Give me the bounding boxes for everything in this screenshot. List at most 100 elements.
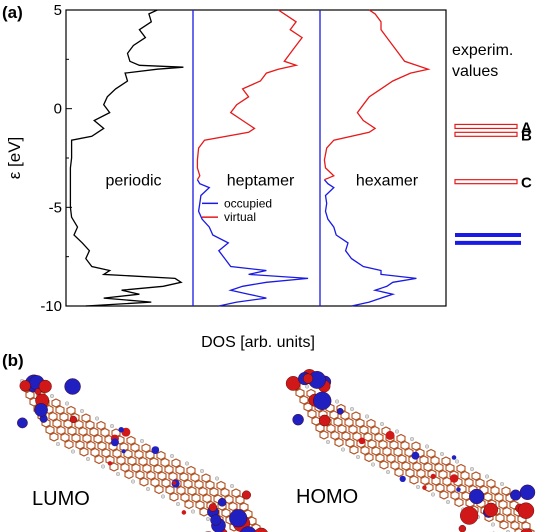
experimental-label-C: C	[521, 175, 532, 192]
orbital-images	[17, 369, 536, 532]
hydrogen	[355, 454, 361, 460]
ring	[475, 478, 485, 488]
ring	[224, 494, 234, 505]
hydrogen	[64, 401, 70, 406]
legend-label-virtual: virtual	[224, 210, 256, 224]
ring	[334, 437, 344, 448]
orbital-lobe	[240, 526, 257, 532]
orbital-lobe	[510, 489, 522, 501]
orbital-lobe	[449, 474, 459, 483]
ring	[351, 411, 361, 421]
ring	[375, 453, 385, 463]
orbital-lobe	[107, 461, 113, 466]
ring	[171, 458, 181, 468]
ring	[186, 465, 196, 476]
orbital-lobe	[118, 426, 124, 433]
ring	[116, 455, 126, 466]
ring	[445, 463, 455, 473]
ring	[154, 484, 164, 495]
hydrogen	[160, 494, 166, 499]
ring	[405, 468, 415, 478]
ring	[82, 433, 92, 444]
ring	[394, 467, 404, 478]
ring	[366, 418, 376, 429]
ring	[183, 479, 193, 489]
y-tick-label: 5	[54, 2, 62, 19]
ring	[374, 432, 384, 443]
orbital-lobe	[111, 438, 119, 447]
ring	[56, 425, 66, 436]
ring	[190, 472, 200, 483]
ring	[60, 432, 70, 443]
ring	[471, 471, 481, 481]
ring	[187, 486, 197, 496]
ring	[55, 405, 65, 415]
ring	[494, 492, 504, 503]
experimental-level-B	[454, 131, 518, 137]
ring	[45, 425, 55, 435]
ring	[194, 479, 204, 490]
ring	[370, 425, 380, 436]
ring	[205, 480, 215, 490]
hydrogen	[445, 499, 451, 505]
ring	[67, 426, 77, 436]
orbital-lobe	[336, 407, 344, 415]
ring	[420, 475, 430, 486]
orbital-lobe	[210, 514, 222, 526]
ring	[400, 440, 410, 451]
ring	[49, 432, 59, 442]
ring	[228, 501, 238, 512]
ring	[411, 441, 421, 451]
ring	[423, 462, 433, 472]
ring	[382, 446, 392, 457]
hydrogen	[145, 486, 151, 492]
orbital-lobe	[358, 437, 366, 445]
ring	[191, 493, 201, 503]
ring	[389, 440, 399, 450]
experimental-values: experim. values AB C	[452, 42, 532, 245]
experimental-level-A	[454, 123, 518, 130]
hydrogen	[205, 516, 211, 522]
hydrogen	[370, 462, 376, 467]
ring	[100, 427, 110, 438]
ring	[506, 513, 516, 524]
ring	[311, 416, 321, 426]
ring	[64, 439, 74, 450]
ring	[131, 463, 141, 473]
ring	[138, 456, 148, 467]
ring	[330, 430, 340, 441]
legend-label-occupied: occupied	[224, 196, 272, 210]
panel-label-periodic: periodic	[105, 173, 161, 190]
hydrogen	[454, 459, 460, 464]
ring	[430, 455, 440, 466]
ring	[135, 470, 145, 480]
orbital-lobe	[254, 527, 268, 532]
ring	[510, 520, 520, 531]
orbital-lobe	[208, 503, 218, 512]
ring	[209, 487, 219, 497]
orbital-lobe	[460, 506, 479, 525]
orbital-lobe	[69, 415, 77, 424]
hydrogen	[424, 444, 430, 449]
hydrogen	[499, 481, 505, 487]
hydrogen	[379, 421, 385, 427]
hydrogen	[229, 483, 235, 489]
ring	[179, 472, 189, 482]
ring	[359, 425, 369, 435]
ring	[319, 430, 329, 440]
ring	[499, 520, 509, 530]
ring	[439, 490, 449, 500]
ring	[74, 419, 84, 430]
ring	[86, 440, 96, 451]
ring	[71, 433, 81, 443]
ring	[150, 477, 160, 488]
ring	[431, 476, 441, 486]
ring	[142, 463, 152, 474]
orbital-lobe	[411, 451, 420, 460]
hydrogen	[55, 441, 61, 447]
ring	[333, 417, 343, 427]
ring	[498, 499, 508, 510]
dos-series-heptamer-occupied	[196, 179, 309, 307]
ring	[348, 424, 358, 435]
ring	[438, 469, 448, 480]
